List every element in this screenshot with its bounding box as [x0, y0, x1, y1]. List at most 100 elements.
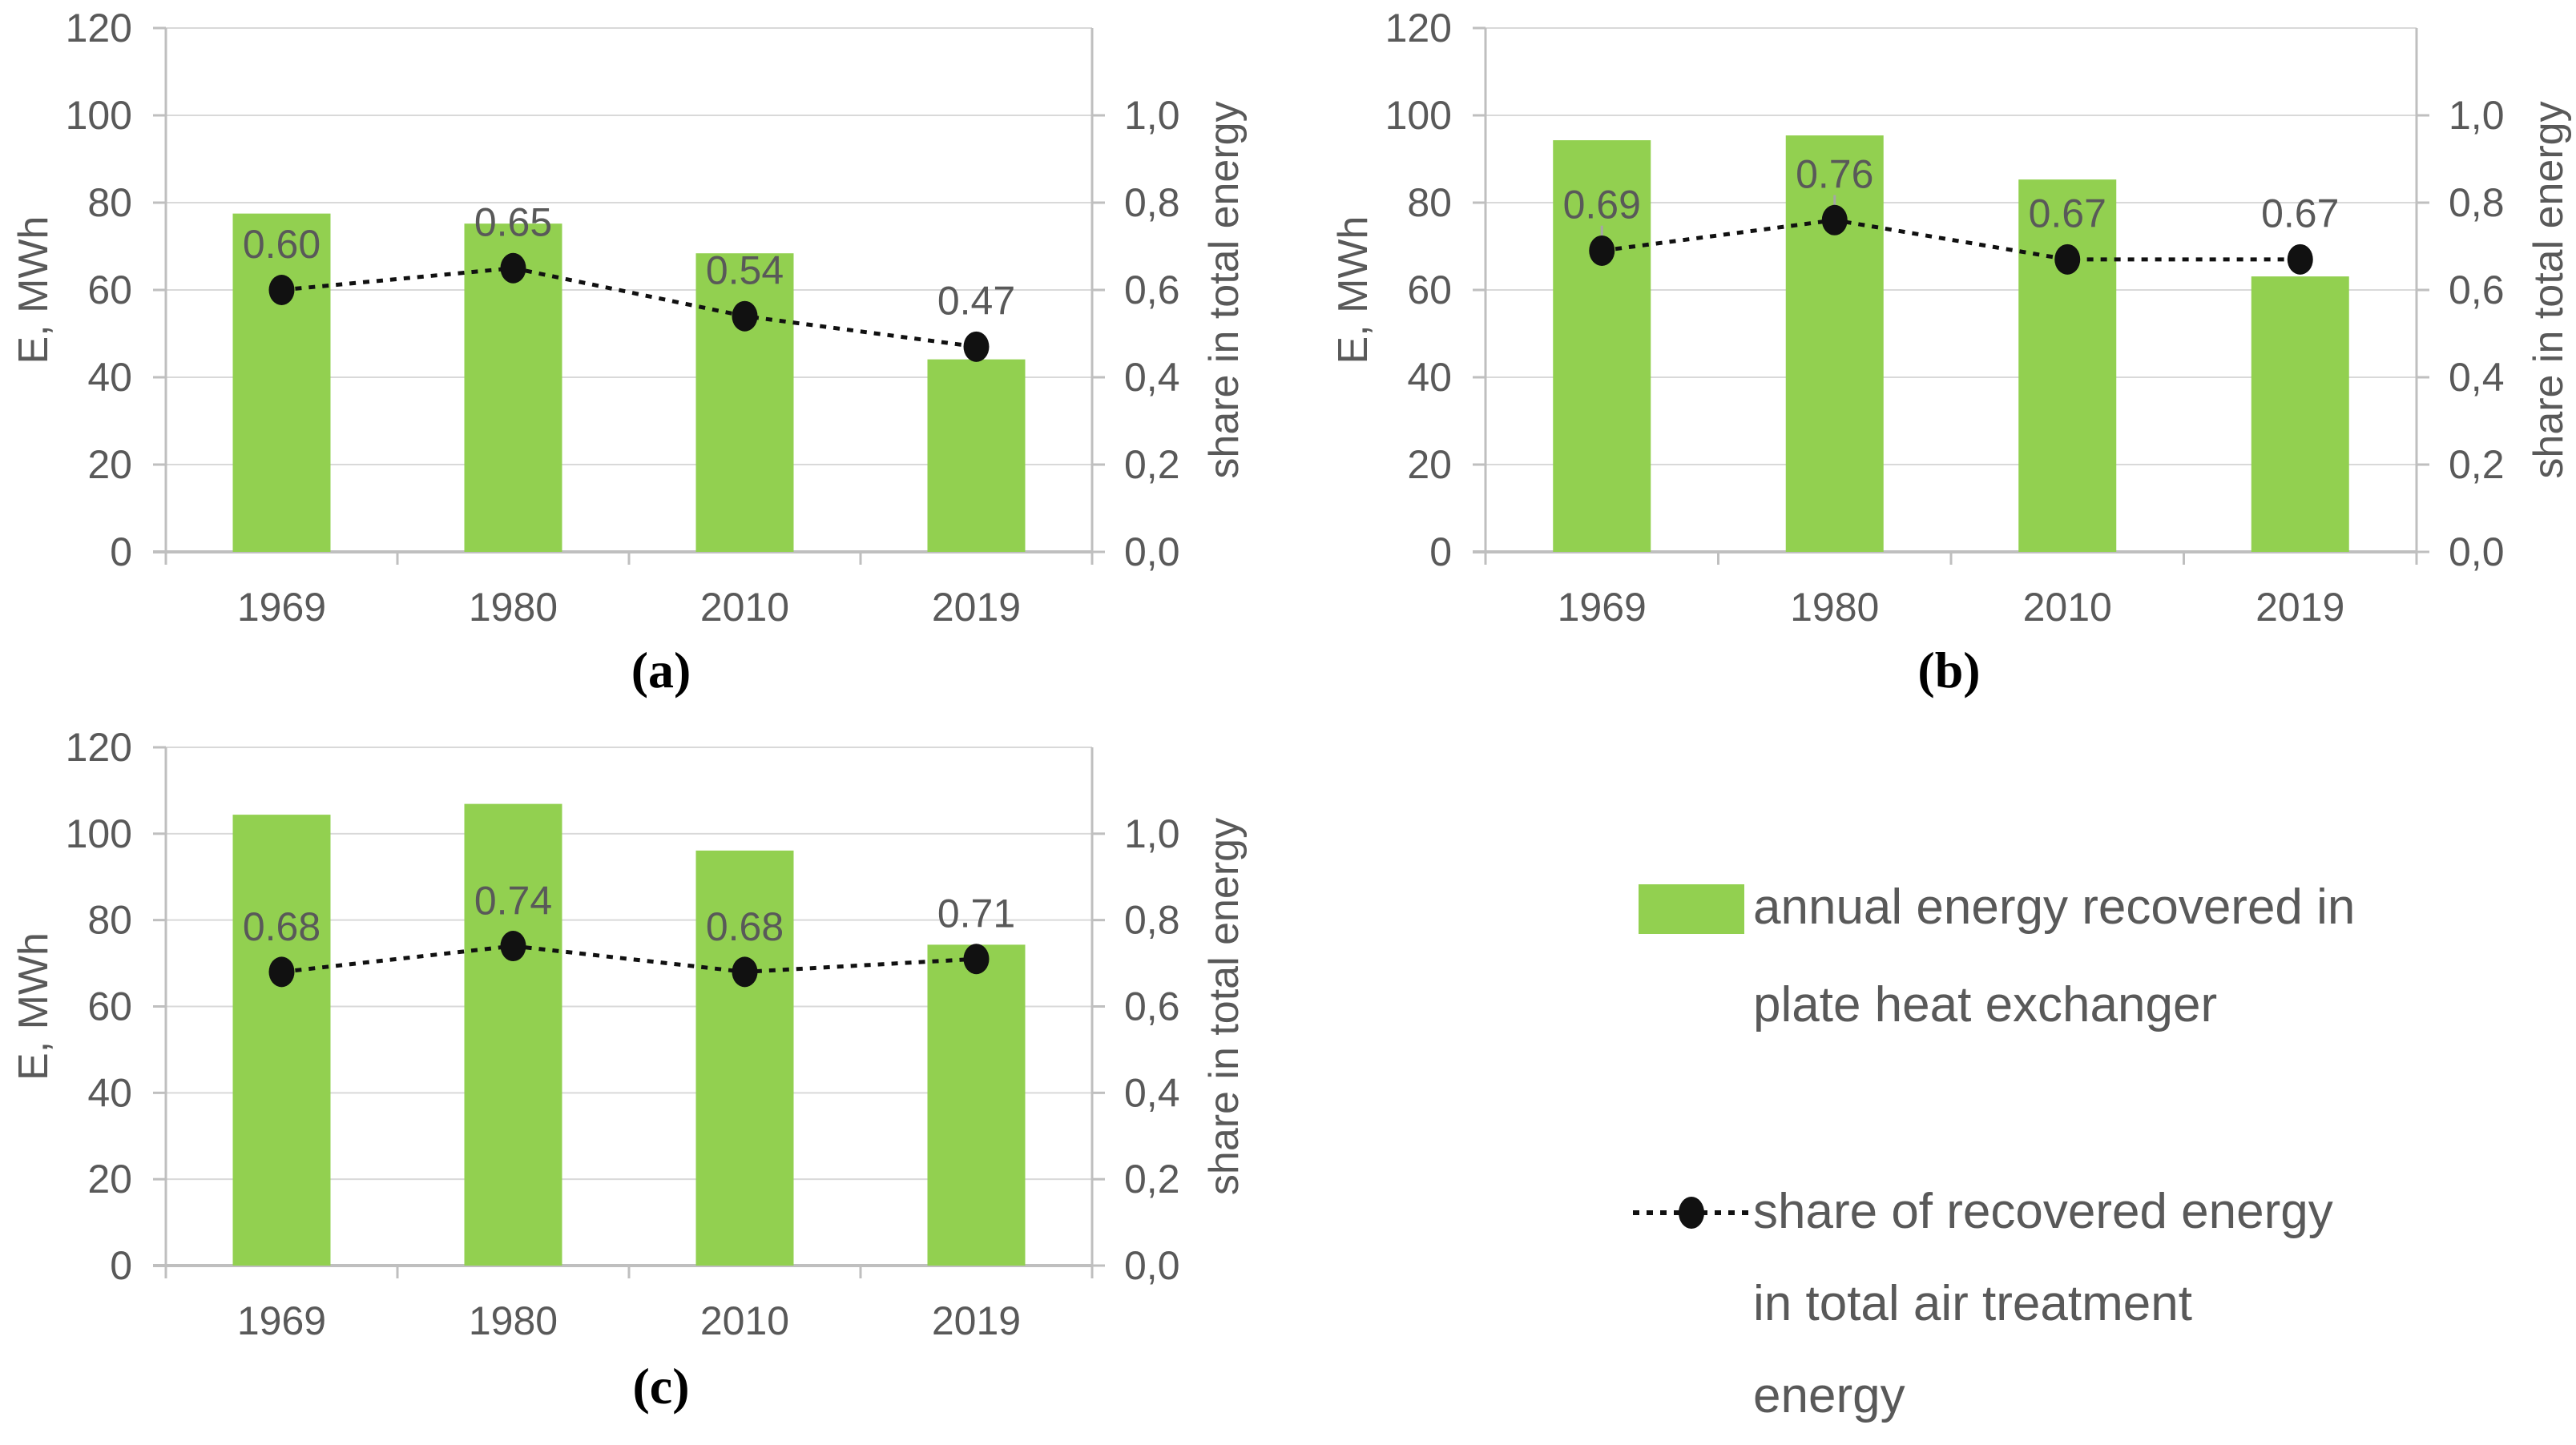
data-point-1969	[268, 275, 295, 305]
svg-text:0,8: 0,8	[1124, 180, 1180, 225]
svg-text:20: 20	[1407, 442, 1452, 487]
bar-series	[1553, 135, 2349, 553]
caption-b: (b)	[1917, 642, 1981, 698]
left-axis-title: E, MWh	[10, 216, 57, 364]
data-point-2010	[2054, 244, 2081, 275]
x-axis-category-labels: 1969 1980 2010 2019	[1558, 585, 2345, 630]
svg-text:1969: 1969	[1558, 585, 1647, 630]
data-point-1980	[500, 252, 526, 284]
svg-text:1,0: 1,0	[1124, 811, 1180, 856]
svg-text:60: 60	[87, 268, 132, 312]
left-axis-tick-labels: 0 20 40 60 80 100 120	[1385, 6, 1452, 574]
svg-text:0: 0	[110, 529, 132, 574]
svg-text:1,0: 1,0	[1124, 93, 1180, 138]
svg-text:2010: 2010	[700, 1298, 789, 1343]
svg-text:2010: 2010	[2023, 585, 2112, 630]
bar-1969	[232, 815, 331, 1266]
line-series	[1589, 195, 2313, 275]
data-labels: 0.60 0.65 0.54 0.47	[243, 200, 1015, 324]
svg-text:0,0: 0,0	[1124, 529, 1180, 574]
svg-text:0,2: 0,2	[2449, 442, 2505, 487]
data-point-2019	[963, 944, 990, 975]
legend-line: annual energy recovered in	[1753, 879, 2356, 935]
svg-text:0: 0	[1429, 529, 1452, 574]
svg-text:0: 0	[110, 1243, 132, 1288]
svg-text:100: 100	[1385, 93, 1452, 138]
bar-2010	[695, 253, 794, 552]
svg-text:0,4: 0,4	[2449, 355, 2505, 400]
data-labels: 0.68 0.74 0.68 0.71	[243, 878, 1015, 948]
data-label: 0.54	[706, 248, 784, 292]
right-axis-tick-labels: 0,0 0,2 0,4 0,6 0,8 1,0	[2449, 93, 2505, 574]
svg-text:100: 100	[66, 811, 132, 856]
line-series-marker-icon	[1631, 1184, 1752, 1242]
data-label: 0.69	[1563, 183, 1641, 227]
caption-a: (a)	[631, 642, 691, 698]
left-axis-tick-labels: 0 20 40 60 80 100 120	[66, 6, 132, 574]
svg-text:2019: 2019	[2256, 585, 2344, 630]
data-point-2010	[732, 956, 758, 988]
bar-series-swatch-icon	[1639, 884, 1744, 934]
svg-text:2019: 2019	[932, 585, 1021, 630]
bar-2010	[2018, 179, 2117, 553]
svg-text:0,2: 0,2	[1124, 442, 1180, 487]
svg-text:0,6: 0,6	[1124, 268, 1180, 312]
x-axis-category-labels: 1969 1980 2010 2019	[237, 1298, 1021, 1343]
data-label: 0.47	[937, 279, 1015, 324]
svg-text:1980: 1980	[469, 1298, 558, 1343]
data-labels: 0.69 0.76 0.67 0.67	[1563, 152, 2340, 236]
data-label: 0.76	[1796, 152, 1873, 197]
data-point-1980	[500, 931, 526, 962]
legend-line: energy	[1753, 1368, 1905, 1423]
legend-label-line-series: share of recovered energy in total air t…	[1753, 1165, 2333, 1442]
bar-1969	[232, 213, 331, 552]
bar-2010	[695, 850, 794, 1266]
svg-text:1,0: 1,0	[2449, 93, 2505, 138]
data-label: 0.71	[937, 892, 1015, 936]
svg-text:0,4: 0,4	[1124, 1070, 1180, 1115]
svg-text:60: 60	[87, 984, 132, 1029]
left-axis-title: E, MWh	[10, 932, 57, 1081]
svg-text:100: 100	[66, 93, 132, 138]
line-series	[268, 252, 990, 362]
legend-line: share of recovered energy	[1753, 1184, 2333, 1239]
chart-a-svg: 0.60 0.65 0.54 0.47 0 20 40 60 80 100 120 0,0 0,2 0,4…	[10, 6, 1248, 630]
svg-text:1969: 1969	[237, 1298, 326, 1343]
data-label: 0.68	[706, 904, 784, 949]
data-point-1980	[1821, 204, 1848, 235]
svg-text:120: 120	[66, 725, 132, 770]
right-axis-tick-labels: 0,0 0,2 0,4 0,6 0,8 1,0	[1124, 93, 1180, 574]
chart-panel-a: 0.60 0.65 0.54 0.47 0 20 40 60 80 100 120 0,0 0,2 0,4…	[0, 0, 1322, 721]
svg-text:20: 20	[87, 442, 132, 487]
svg-text:60: 60	[1407, 268, 1452, 312]
svg-text:20: 20	[87, 1157, 132, 1201]
svg-text:0,4: 0,4	[1124, 355, 1180, 400]
svg-text:1980: 1980	[1790, 585, 1879, 630]
line-series	[268, 931, 990, 988]
data-point-2019	[963, 331, 990, 362]
svg-text:2019: 2019	[932, 1298, 1021, 1343]
svg-text:120: 120	[1385, 6, 1452, 50]
left-axis-title: E, MWh	[1330, 216, 1377, 364]
data-point-2010	[732, 300, 758, 332]
data-label: 0.67	[2029, 191, 2106, 236]
svg-text:1969: 1969	[237, 585, 326, 630]
data-label: 0.60	[243, 222, 320, 267]
svg-text:40: 40	[87, 1070, 132, 1115]
data-label: 0.65	[474, 200, 552, 245]
svg-text:0,2: 0,2	[1124, 1157, 1180, 1201]
bar-1980	[464, 803, 562, 1266]
legend-line: plate heat exchanger	[1753, 977, 2218, 1032]
svg-text:120: 120	[66, 6, 132, 50]
svg-text:1980: 1980	[469, 585, 558, 630]
svg-text:0,0: 0,0	[2449, 529, 2505, 574]
caption-c: (c)	[632, 1358, 690, 1415]
chart-b-svg: 0.69 0.76 0.67 0.67 0 20 40 60 80 100 120 0,0 0,2 0,4…	[1330, 6, 2572, 630]
svg-text:0,8: 0,8	[2449, 180, 2505, 225]
right-axis-title: share in total energy	[2526, 101, 2572, 478]
bar-1969	[1553, 140, 1651, 552]
left-axis-tick-labels: 0 20 40 60 80 100 120	[66, 725, 132, 1288]
svg-text:0,8: 0,8	[1124, 898, 1180, 943]
data-label: 0.67	[2261, 191, 2339, 236]
data-label: 0.68	[243, 904, 320, 949]
